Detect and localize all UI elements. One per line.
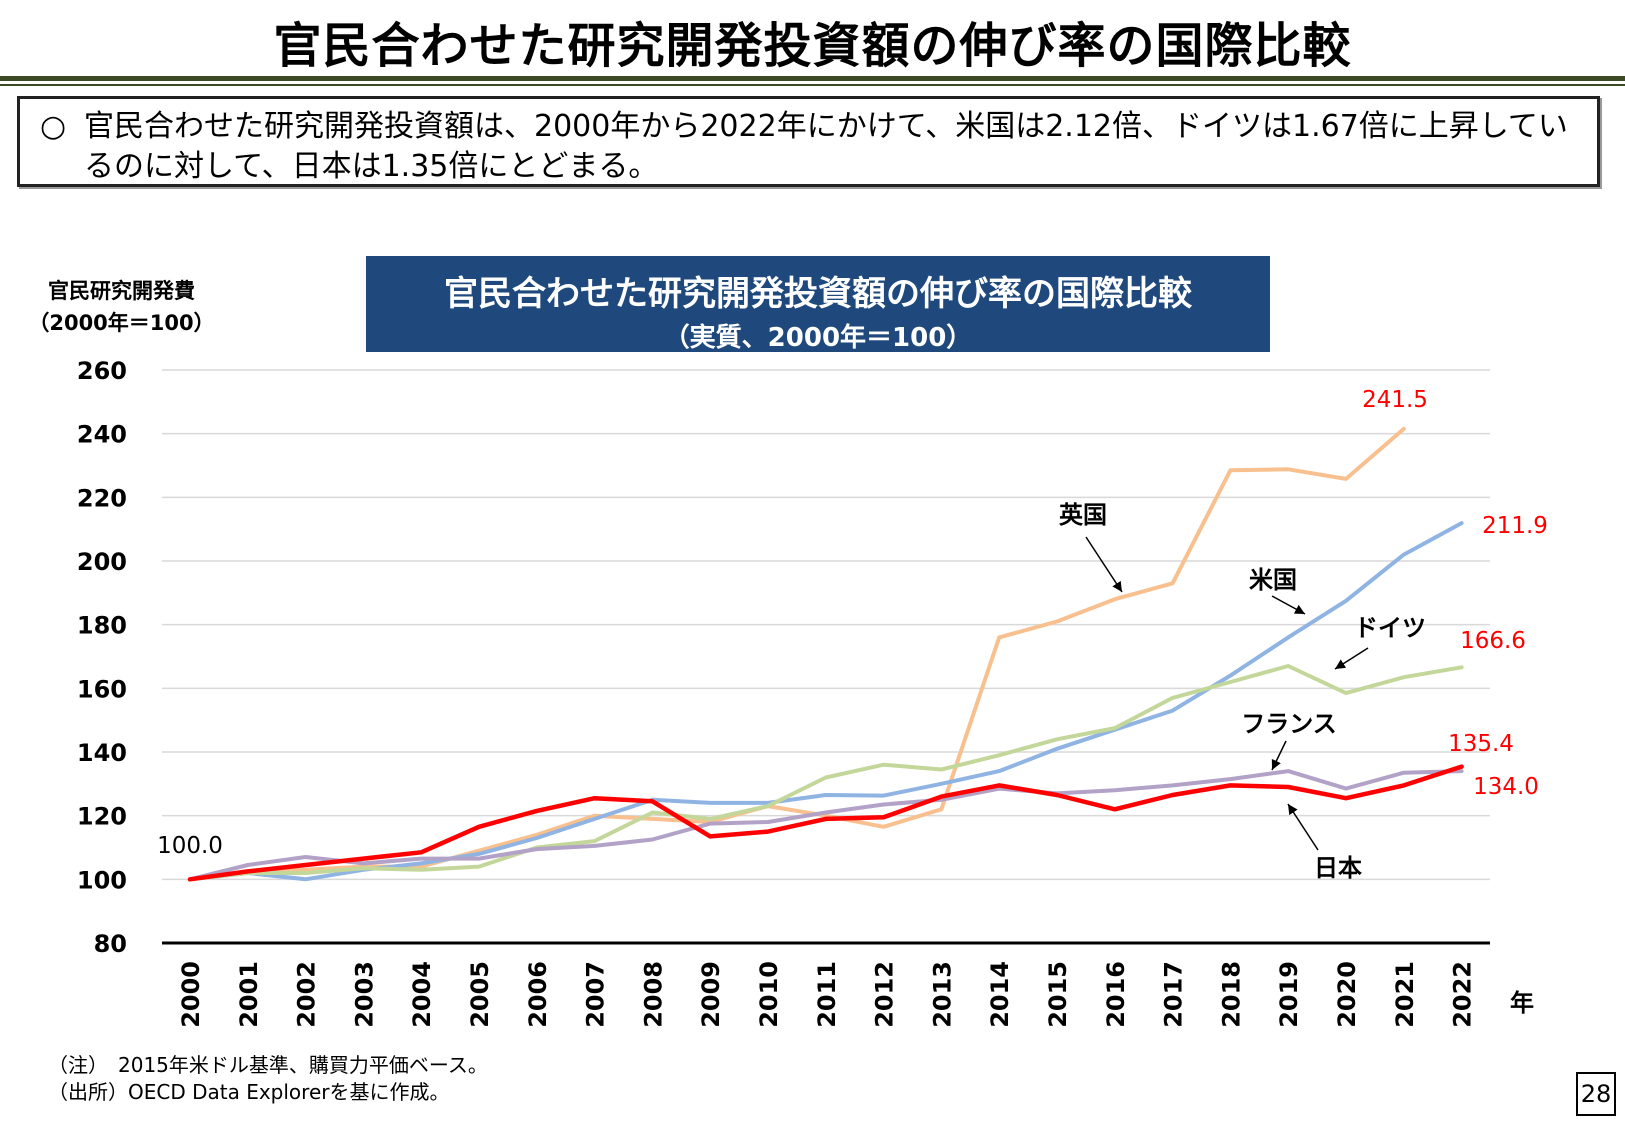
x-tick-label: 2012 xyxy=(871,961,899,1028)
x-tick-label: 2013 xyxy=(928,961,956,1028)
value-label-jp-end: 135.4 xyxy=(1448,731,1514,757)
chart-title: 官民合わせた研究開発投資額の伸び率の国際比較 xyxy=(444,274,1192,314)
summary-text: 官民合わせた研究開発投資額は、2000年から2022年にかけて、米国は2.12倍… xyxy=(84,109,1568,184)
y-tick-label: 80 xyxy=(94,930,127,958)
value-label-uk-end: 241.5 xyxy=(1362,387,1428,413)
x-tick-label: 2005 xyxy=(466,961,494,1028)
y-tick-label: 120 xyxy=(77,803,127,831)
x-tick-label: 2017 xyxy=(1160,961,1188,1028)
arrow-us xyxy=(1271,595,1306,615)
x-tick-label: 2002 xyxy=(293,961,321,1028)
value-label-start: 100.0 xyxy=(157,833,223,859)
arrow-uk xyxy=(1085,536,1123,593)
x-tick-label: 2014 xyxy=(986,961,1014,1028)
footnote-note: （注） 2015年米ドル基準、購買力平価ベース。 xyxy=(48,1053,488,1077)
y-axis-label-line2: （2000年＝100） xyxy=(28,311,215,335)
y-tick-label: 140 xyxy=(77,739,127,767)
bullet-icon: ○ xyxy=(40,109,67,144)
title-rule xyxy=(0,76,1625,81)
x-tick-label: 2010 xyxy=(755,961,783,1028)
arrow-jp xyxy=(1287,803,1319,851)
chart-header: 官民合わせた研究開発投資額の伸び率の国際比較 （実質、2000年＝100） xyxy=(366,256,1270,353)
x-tick-label: 2007 xyxy=(582,961,610,1028)
value-label-fr-end: 134.0 xyxy=(1473,774,1539,800)
series-label-jp: 日本 xyxy=(1314,854,1362,882)
series-label-uk: 英国 xyxy=(1059,501,1107,529)
x-tick-label: 2003 xyxy=(350,961,378,1028)
x-axis-label: 年 xyxy=(1510,989,1534,1017)
x-tick-label: 2006 xyxy=(524,961,552,1028)
series-line-2 xyxy=(188,664,1464,882)
x-tick-label: 2021 xyxy=(1391,961,1419,1028)
x-tick-label: 2001 xyxy=(235,961,263,1028)
x-tick-label: 2016 xyxy=(1102,961,1130,1028)
series-label-de: ドイツ xyxy=(1354,614,1426,642)
series-line-3 xyxy=(188,769,1464,882)
chart-subtitle: （実質、2000年＝100） xyxy=(663,323,973,353)
x-tick-label: 2020 xyxy=(1333,961,1361,1028)
x-tick-label: 2019 xyxy=(1275,961,1303,1028)
x-tick-label: 2018 xyxy=(1217,961,1245,1028)
y-tick-label: 180 xyxy=(77,612,127,640)
x-tick-label: 2015 xyxy=(1044,961,1072,1028)
title-rule-thin xyxy=(0,84,1625,86)
x-tick-label: 2009 xyxy=(697,961,725,1028)
x-tick-label: 2022 xyxy=(1449,961,1477,1028)
value-label-us-end: 211.9 xyxy=(1482,513,1548,539)
x-tick-label: 2008 xyxy=(639,961,667,1028)
y-tick-label: 260 xyxy=(77,357,127,385)
footnote-source: （出所）OECD Data Explorerを基に作成。 xyxy=(48,1080,450,1104)
y-tick-label: 200 xyxy=(77,548,127,576)
summary-box: ○ 官民合わせた研究開発投資額は、2000年から2022年にかけて、米国は2.1… xyxy=(17,96,1600,187)
series-label-us: 米国 xyxy=(1249,566,1297,594)
arrow-de xyxy=(1334,647,1369,670)
page-title: 官民合わせた研究開発投資額の伸び率の国際比較 xyxy=(273,18,1352,74)
page-number: 28 xyxy=(1576,1072,1616,1116)
y-tick-label: 220 xyxy=(77,484,127,512)
series-line-0 xyxy=(188,426,1406,882)
series-line-1 xyxy=(188,521,1464,882)
series-line-4 xyxy=(187,764,1464,882)
y-axis-label: 官民研究開発費 （2000年＝100） xyxy=(14,275,229,339)
x-tick-label: 2011 xyxy=(813,961,841,1028)
y-tick-label: 240 xyxy=(77,421,127,449)
series-label-fr: フランス xyxy=(1241,710,1337,738)
y-axis-label-line1: 官民研究開発費 xyxy=(48,279,195,303)
value-label-de-end: 166.6 xyxy=(1460,628,1526,654)
x-tick-label: 2004 xyxy=(408,961,436,1028)
y-tick-label: 160 xyxy=(77,675,127,703)
y-tick-label: 100 xyxy=(77,866,127,894)
x-tick-label: 2000 xyxy=(177,961,205,1028)
arrow-fr xyxy=(1271,740,1287,771)
